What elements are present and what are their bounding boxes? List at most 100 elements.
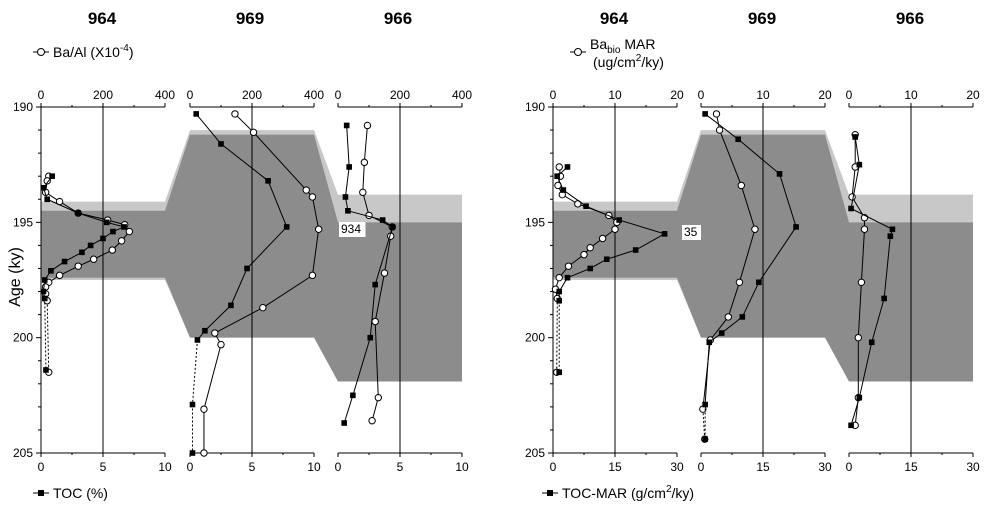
ba-al-969-segment: [203, 344, 222, 410]
toc-964-point: [41, 295, 48, 302]
legend-top-right: Babio MAR (ug/cm2/ky): [570, 36, 664, 70]
top-tick-label: 20: [818, 88, 832, 102]
top-tick-label: 200: [93, 88, 113, 102]
ba-bio-mar-966-segment: [857, 282, 862, 338]
toc-mar-966-point: [852, 134, 858, 140]
toc-mar-969-point: [702, 401, 708, 408]
bottom-tick-label: 10: [307, 460, 321, 474]
toc-mar-969-segment: [779, 173, 797, 228]
ba-al-966-segment: [374, 272, 385, 322]
toc-mar-966-segment: [854, 136, 860, 165]
ba-al-966-segment: [363, 125, 368, 163]
ba-bio-mar-964-point: [598, 234, 607, 243]
legend-top-right-sub: bio: [607, 45, 621, 56]
toc-964-segment: [64, 251, 83, 262]
toc-mar-969-point: [702, 111, 708, 117]
top-tick-label: 0: [846, 88, 853, 102]
toc-969-segment: [230, 268, 248, 306]
toc-966-segment: [346, 125, 350, 168]
ba-al-969-point: [259, 303, 267, 312]
legend-top-right-line2a: (ug/cm: [593, 54, 636, 70]
toc-mar-966-point: [848, 205, 854, 212]
ba-bio-mar-964-point: [586, 244, 594, 252]
y-tick-label: 205: [525, 446, 545, 460]
toc-mar-969-point: [793, 224, 799, 230]
ba-al-964-point: [117, 237, 126, 245]
ba-bio-mar-969-segment: [719, 129, 742, 186]
toc-mar-964-point: [587, 265, 593, 272]
bottom-tick-label: 0: [846, 460, 853, 474]
toc-964-point: [103, 219, 110, 226]
toc-964-point: [49, 173, 55, 179]
ba-al-964-point: [108, 246, 117, 254]
legend-top-right-main2: MAR: [620, 36, 655, 52]
legend-bottom-left-text: TOC (%): [53, 485, 108, 501]
bottom-tick-label: 5: [397, 460, 404, 474]
y-tick-label: 190: [525, 100, 545, 114]
toc-966-point: [342, 194, 349, 200]
ba-bio-mar-964-point: [555, 163, 563, 171]
ba-al-969-point: [217, 340, 225, 349]
toc-mar-969-segment: [721, 316, 743, 334]
toc-mar-966-point: [868, 339, 875, 346]
ba-al-964-point: [125, 227, 134, 236]
toc-mar-966-segment: [858, 342, 873, 398]
toc-mar-964-point: [556, 297, 562, 304]
legend-top-right-main: Ba: [590, 36, 607, 52]
toc-969-segment: [195, 113, 222, 145]
top-tick-label: 400: [452, 88, 472, 102]
toc-mar-966-point: [887, 233, 894, 239]
site-label-964-left: 964: [88, 9, 117, 28]
toc-964-point: [100, 235, 106, 242]
top-tick-label: 400: [155, 88, 175, 102]
toc-mar-964-segment: [567, 268, 591, 279]
ba-bio-mar-969-point: [735, 278, 744, 287]
toc-964-point: [40, 288, 47, 295]
toc-964-point: [121, 224, 127, 230]
toc-mar-964-segment: [618, 219, 665, 235]
toc-mar-964-point: [632, 247, 639, 253]
toc-mar-969-segment: [704, 342, 710, 405]
toc-966-point: [346, 164, 352, 170]
top-tick-label: 200: [242, 88, 262, 102]
ba-al-966-point: [360, 158, 369, 167]
ba-bio-mar-964-point: [611, 225, 619, 233]
top-tick-label: 0: [698, 88, 705, 102]
ba-al-966-segment: [362, 192, 370, 216]
y-tick-label: 195: [13, 215, 33, 229]
legend-filled-square-icon: [547, 490, 553, 496]
toc-mar-969-segment: [758, 226, 797, 283]
toc-964-point: [75, 210, 81, 216]
toc-mar-966-segment: [871, 298, 885, 343]
ba-bio-mar-964-segment: [556, 298, 558, 373]
toc-mar-966-point: [881, 295, 887, 302]
toc-969-point: [193, 111, 199, 117]
site-label-966-left: 966: [384, 9, 412, 28]
toc-964-point: [48, 267, 54, 274]
bottom-tick-label: 0: [187, 460, 194, 474]
ba-bio-mar-969-point: [712, 110, 721, 118]
ba-al-969-segment: [214, 307, 264, 334]
ba-al-969-point: [200, 405, 208, 413]
ba-al-969-point: [308, 193, 317, 201]
top-tick-label: 0: [335, 88, 342, 102]
legend-top-left-sup: -4: [120, 43, 129, 54]
toc-mar-969-point: [739, 314, 746, 320]
ba-al-966-segment: [374, 321, 379, 398]
toc-mar-966-segment: [850, 208, 893, 230]
site-label-966-right: 966: [896, 9, 924, 28]
y-tick-label: 200: [13, 331, 33, 345]
bottom-tick-label: 0: [698, 460, 705, 474]
toc-966-point: [345, 208, 351, 214]
toc-964-point: [43, 367, 49, 373]
top-tick-label: 0: [38, 88, 45, 102]
ba-al-964-point: [90, 255, 98, 263]
ba-al-964-segment: [46, 300, 50, 373]
toc-966-segment: [374, 226, 394, 285]
toc-969-segment: [267, 180, 288, 228]
toc-966-segment: [347, 210, 383, 221]
ba-al-964-point: [55, 271, 64, 280]
ba-al-966-segment: [362, 162, 365, 193]
legend-bottom-right-tail: /ky): [672, 485, 695, 501]
